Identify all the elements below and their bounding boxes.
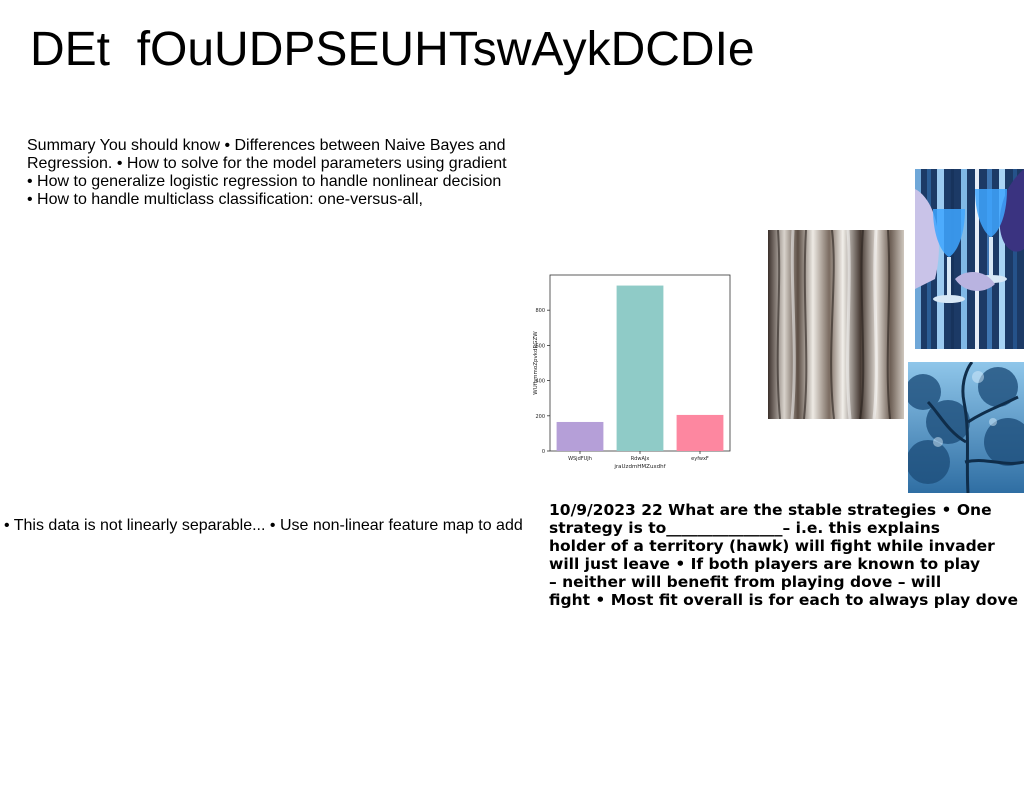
bar [676,414,724,451]
bark-texture-image [768,230,904,419]
strategy-line: will just leave • If both players are kn… [549,555,981,573]
summary-line: Summary You should know • Differences be… [27,137,506,154]
blue-wine-glasses-image [915,169,1024,349]
summary-line: • How to generalize logistic regression … [27,173,502,190]
x-tick-label: eyfwxF [691,456,709,462]
slide-title: DEt fOuUDPSEUHTswAykDCDIe [30,23,755,76]
blue-wine-glasses-graphic [915,169,1024,349]
y-tick-label: 800 [535,308,545,314]
summary-line: • How to handle multiclass classificatio… [27,191,423,208]
y-tick-label: 400 [535,379,545,385]
bar [616,285,664,451]
y-tick-label: 600 [535,343,545,349]
x-axis-label: jraUzdmHMZuxdhf [613,464,666,470]
summary-line: Regression. • How to solve for the model… [27,155,507,172]
bar [556,421,604,451]
bar-chart: 0 200 400 600 800 WSjdFUJh RdwAJx eyfwxF jraUzdm… [530,268,735,473]
y-tick-label: 0 [542,449,545,455]
x-tick-label: RdwAJx [631,456,650,462]
blue-tree-image [908,362,1024,493]
summary-text: Summary You should know • Differences be… [27,137,517,209]
strategy-line: strategy is to_______________– i.e. this… [549,519,940,537]
nonlinear-bullets: • This data is not linearly separable...… [4,517,523,534]
blue-tree-graphic [908,362,1024,493]
bar-chart-svg: 0 200 400 600 800 WSjdFUJh RdwAJx eyfwxF jraUzdm… [533,274,731,470]
stable-strategies-text: 10/9/2023 22 What are the stable strateg… [549,501,1024,609]
bark-texture-graphic [768,230,904,419]
strategy-line: 10/9/2023 22 What are the stable strateg… [549,501,992,519]
x-tick-label: WSjdFUJh [568,456,592,462]
strategy-line: – neither will benefit from playing dove… [549,573,942,591]
y-tick-label: 200 [535,414,545,420]
y-axis-label: WUfhmmoZpvkdRGZW [533,331,539,395]
strategy-line: fight • Most fit overall is for each to … [549,591,1018,609]
strategy-line: holder of a territory (hawk) will fight … [549,537,995,555]
